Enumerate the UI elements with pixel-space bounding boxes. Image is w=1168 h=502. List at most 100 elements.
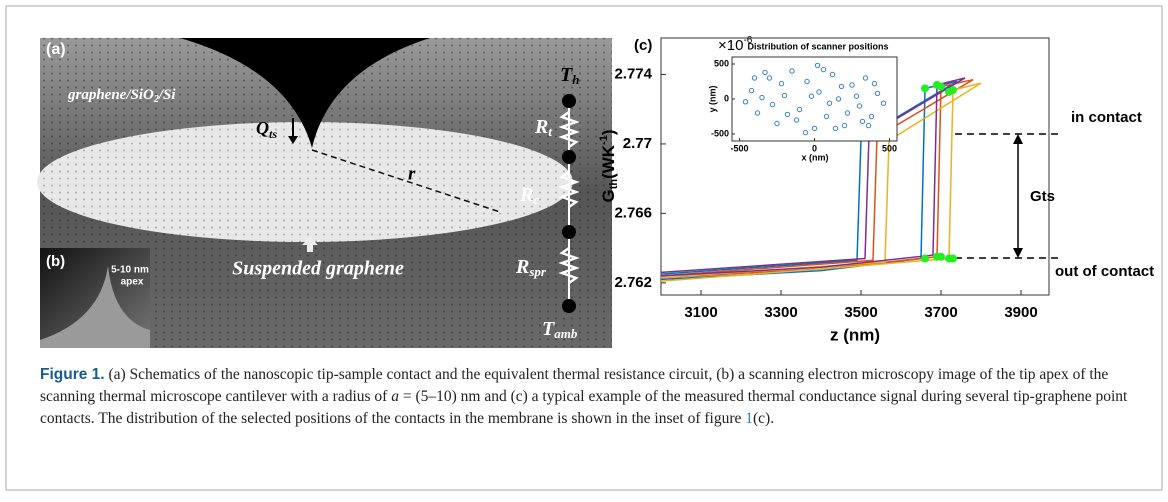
scanner-position xyxy=(742,99,749,105)
radius-line xyxy=(311,149,501,213)
inset-frame xyxy=(731,56,898,142)
scanner-position xyxy=(853,93,860,99)
caption-link[interactable]: 1 xyxy=(745,410,753,427)
x-tick-label: 3700 xyxy=(924,304,957,321)
scanner-position xyxy=(774,120,780,127)
caption-text: (c). xyxy=(753,410,775,427)
trace xyxy=(660,82,982,282)
scanner-position xyxy=(766,75,773,81)
sem-note: apex xyxy=(121,277,144,288)
label-base: R xyxy=(515,256,529,278)
inset-y-label: y (nm) xyxy=(707,85,717,112)
inset-y-tick-label: 500 xyxy=(714,58,729,68)
label-sub: t xyxy=(548,124,552,139)
inset-x-tick-label: 0 xyxy=(812,143,817,153)
trace xyxy=(660,77,966,277)
pointer-arrow xyxy=(302,237,318,252)
scanner-position xyxy=(823,113,830,120)
scanner-position xyxy=(778,80,785,87)
label-tamb: Tamb xyxy=(542,318,578,341)
scanner-position xyxy=(808,93,815,99)
contact-point xyxy=(921,254,929,263)
label-base: graphene/SiO xyxy=(67,87,154,103)
inset-x-tick-label: -500 xyxy=(730,143,748,153)
scanner-position xyxy=(835,96,842,102)
plot-frame xyxy=(660,37,1050,296)
inset-x-label: x (nm) xyxy=(802,152,829,162)
sem-note: 5-10 nm xyxy=(111,265,149,276)
annotation: in contact xyxy=(1071,109,1142,126)
tip xyxy=(180,38,430,148)
label-r: r xyxy=(408,163,416,184)
scanner-position xyxy=(841,122,848,129)
label-base: R xyxy=(519,184,533,206)
x-axis-label: z (nm) xyxy=(830,325,880,344)
label-base: Q xyxy=(256,118,269,138)
y-tick-label: 2.766 xyxy=(614,204,652,221)
panel-label: (a) xyxy=(46,41,66,58)
scanner-position xyxy=(826,100,833,106)
label-base: /Si xyxy=(158,87,177,103)
sem-tip xyxy=(40,266,150,348)
scanner-position xyxy=(784,111,791,118)
contact-point xyxy=(949,86,957,95)
scanner-position xyxy=(796,106,803,113)
scanner-position xyxy=(844,110,851,116)
label-qts: Qts xyxy=(256,118,277,141)
caption-math: = (5–10) nm xyxy=(398,388,481,405)
label-th: Th xyxy=(560,64,579,87)
label-sup: -1 xyxy=(598,135,610,145)
label-sub: 2 xyxy=(153,94,159,105)
label-base: G xyxy=(599,189,618,202)
scanner-position xyxy=(769,101,776,108)
scanner-position xyxy=(802,129,809,136)
label-sub: ts xyxy=(269,127,277,141)
scanner-position xyxy=(804,78,810,85)
scanner-position xyxy=(862,75,869,81)
node xyxy=(562,299,576,313)
label-rc: Rc xyxy=(519,184,539,207)
suspended-label: Suspended graphene xyxy=(232,258,404,280)
label-sub: th xyxy=(608,179,620,190)
scanner-position xyxy=(865,122,872,129)
label-base: T xyxy=(542,318,555,340)
scanner-position xyxy=(759,94,765,101)
panel-c: (c) ×10-6 Gth(WK-1) z (nm) in contact ou… xyxy=(598,35,1154,345)
scanner-position xyxy=(849,82,855,88)
resistor-c xyxy=(558,170,580,209)
resistor-t xyxy=(558,110,580,149)
y-axis-label: Gth(WK-1) xyxy=(598,129,620,202)
scanner-position xyxy=(762,69,768,76)
caption-math: a xyxy=(391,388,399,405)
scanner-position xyxy=(816,89,822,95)
membrane-lattice xyxy=(37,122,573,242)
label-sub: h xyxy=(572,72,579,87)
contact-point xyxy=(949,254,957,263)
contact-point xyxy=(921,84,929,93)
node xyxy=(562,150,576,164)
label-base: T xyxy=(560,64,573,86)
label-base: (WK xyxy=(599,144,618,179)
scanner-position xyxy=(856,103,863,109)
inset-y-tick-label: -500 xyxy=(711,128,729,138)
panel-label: (b) xyxy=(46,253,65,270)
caption: Figure 1. (a) Schematics of the nanoscop… xyxy=(40,364,1130,430)
inset-x-tick-label: 500 xyxy=(882,143,897,153)
x-tick-label: 3100 xyxy=(684,304,717,321)
scanner-position xyxy=(811,125,818,132)
substrate-label: graphene/SiO2/Si xyxy=(67,87,176,105)
scanner-position xyxy=(748,87,755,94)
scanner-position xyxy=(880,100,887,106)
node xyxy=(562,225,576,239)
multiplier: ×10-6 xyxy=(718,35,753,54)
label-base: ) xyxy=(599,129,618,135)
inset-y-tick-label: 0 xyxy=(724,93,729,103)
scanner-position xyxy=(754,110,761,116)
scanner-position xyxy=(871,80,878,87)
y-tick-label: 2.774 xyxy=(614,65,652,82)
scanner-position xyxy=(793,117,800,123)
y-tick-label: 2.77 xyxy=(623,135,652,152)
resistor-spr xyxy=(558,246,580,285)
